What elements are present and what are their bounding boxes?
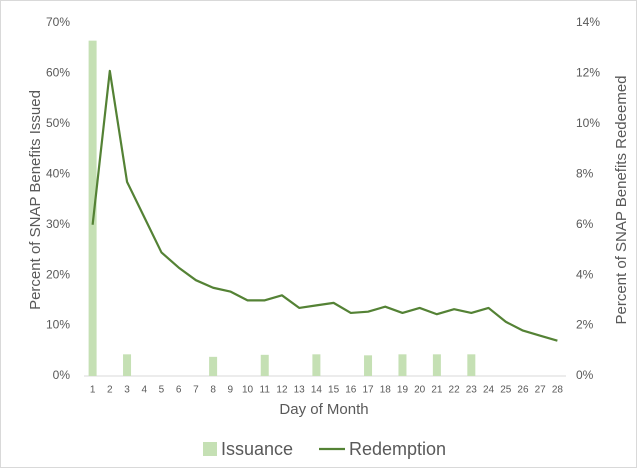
line — [91, 69, 558, 342]
legend-label: Redemption — [349, 439, 446, 459]
y-tick-label: 0% — [53, 368, 71, 382]
bar — [209, 356, 218, 376]
x-tick-label: 17 — [362, 385, 374, 396]
x-tick-label: 27 — [535, 385, 547, 396]
y2-tick-label: 4% — [576, 267, 594, 281]
y2-tick-label: 6% — [576, 217, 594, 231]
y2-tick-label: 2% — [576, 318, 594, 332]
bar — [432, 354, 441, 376]
y-tick-label: 20% — [46, 267, 70, 281]
y-tick-label: 10% — [46, 318, 70, 332]
x-tick-label: 14 — [311, 385, 323, 396]
x-tick-label: 5 — [159, 385, 165, 396]
y2-tick-label: 10% — [576, 116, 600, 130]
x-tick-label: 7 — [193, 385, 199, 396]
bar — [260, 354, 269, 376]
y-tick-label: 70% — [46, 15, 70, 29]
y-tick-label: 50% — [46, 116, 70, 130]
x-tick-label: 16 — [345, 385, 357, 396]
x-tick-label: 3 — [124, 385, 130, 396]
x-tick-label: 2 — [107, 385, 113, 396]
bar — [123, 354, 132, 376]
x-tick-label: 15 — [328, 385, 340, 396]
x-tick-label: 8 — [210, 385, 216, 396]
y2-tick-label: 0% — [576, 368, 594, 382]
x-tick-label: 23 — [466, 385, 478, 396]
legend-label: Issuance — [221, 439, 293, 459]
bar — [364, 355, 373, 376]
x-tick-label: 6 — [176, 385, 182, 396]
x-tick-label: 13 — [294, 385, 306, 396]
x-tick-label: 4 — [141, 385, 147, 396]
legend-swatch — [203, 442, 217, 456]
bar — [312, 354, 321, 376]
x-axis-title: Day of Month — [279, 401, 368, 418]
y-tick-label: 30% — [46, 217, 70, 231]
x-tick-label: 18 — [380, 385, 392, 396]
bar — [467, 354, 476, 376]
y-tick-label: 40% — [46, 166, 70, 180]
x-tick-label: 11 — [260, 385, 271, 396]
x-tick-label: 28 — [552, 385, 564, 396]
x-tick-label: 24 — [483, 385, 495, 396]
bar — [398, 354, 407, 376]
x-tick-label: 1 — [90, 385, 96, 396]
y2-tick-label: 8% — [576, 166, 594, 180]
x-tick-label: 20 — [414, 385, 426, 396]
x-tick-label: 22 — [449, 385, 461, 396]
x-tick-label: 21 — [431, 385, 443, 396]
x-tick-label: 9 — [228, 385, 234, 396]
x-tick-label: 19 — [397, 385, 409, 396]
x-tick-label: 10 — [242, 385, 254, 396]
y-axis-title: Percent of SNAP Benefits Issued — [27, 90, 44, 310]
y2-tick-label: 12% — [576, 66, 600, 80]
x-tick-label: 25 — [500, 385, 512, 396]
bar — [88, 40, 97, 377]
y-tick-label: 60% — [46, 66, 70, 80]
x-tick-label: 26 — [517, 385, 529, 396]
y2-tick-label: 14% — [576, 15, 600, 29]
x-tick-label: 12 — [276, 385, 288, 396]
y2-axis-title: Percent of SNAP Benefits Redeemed — [613, 75, 630, 324]
